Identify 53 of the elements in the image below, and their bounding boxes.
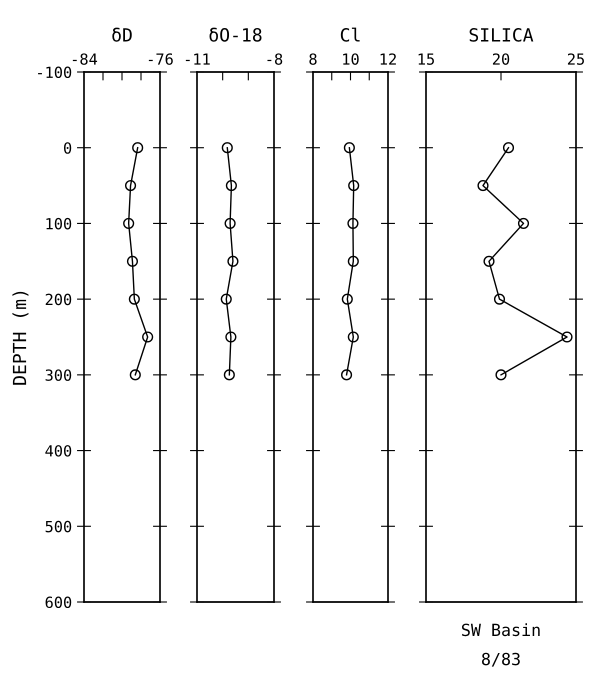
- x-tick-label: 25: [568, 53, 584, 65]
- point: [348, 180, 360, 192]
- x-tick-label: -11: [186, 54, 210, 65]
- y-tick-label: 600: [46, 596, 72, 608]
- point: [128, 294, 140, 305]
- point: [227, 256, 238, 267]
- point: [342, 294, 353, 305]
- x-tick-label: -76: [148, 53, 173, 65]
- y-tick-label: 500: [46, 520, 72, 532]
- point: [224, 369, 235, 380]
- x-tick-label: -8: [267, 53, 282, 65]
- point: [224, 218, 236, 229]
- point: [348, 331, 359, 343]
- chart-title: SILICA: [470, 28, 534, 42]
- point: [126, 256, 138, 267]
- x-tick-label: 20: [492, 53, 510, 65]
- point: [502, 142, 514, 154]
- point: [220, 294, 232, 305]
- point: [225, 331, 236, 343]
- point: [226, 180, 237, 192]
- y-tick-label: 400: [45, 445, 72, 457]
- x-tick-label: 10: [343, 53, 359, 65]
- y-tick-label: 300: [46, 369, 72, 381]
- point: [477, 180, 489, 192]
- point: [494, 294, 506, 305]
- point: [348, 256, 359, 267]
- x-tick-label: 8: [309, 53, 317, 65]
- x-tick-label: -84: [72, 53, 98, 65]
- point: [495, 369, 507, 380]
- point: [483, 256, 495, 267]
- point: [130, 369, 141, 380]
- chart-title: δD: [112, 28, 132, 42]
- point: [518, 218, 530, 229]
- chart-title: δO-18: [210, 28, 262, 42]
- y-axis-title: DEPTH (m): [12, 292, 28, 385]
- point: [222, 142, 233, 154]
- point: [344, 142, 355, 154]
- y-tick-label: 200: [46, 294, 72, 306]
- x-tick-label: 12: [380, 53, 396, 65]
- point: [142, 331, 154, 343]
- point: [124, 180, 136, 192]
- text: SW Basin: [462, 623, 540, 636]
- point: [347, 218, 358, 229]
- x-tick-label: 15: [418, 54, 434, 65]
- y-tick-label: 0: [64, 142, 72, 154]
- point: [561, 331, 573, 343]
- point: [132, 142, 144, 154]
- point: [341, 369, 352, 380]
- y-tick-label: 100: [46, 218, 72, 230]
- text: 8/83: [482, 652, 520, 667]
- y-tick-label: -100: [38, 66, 72, 78]
- point: [123, 218, 134, 229]
- chart-title: Cl: [340, 28, 360, 42]
